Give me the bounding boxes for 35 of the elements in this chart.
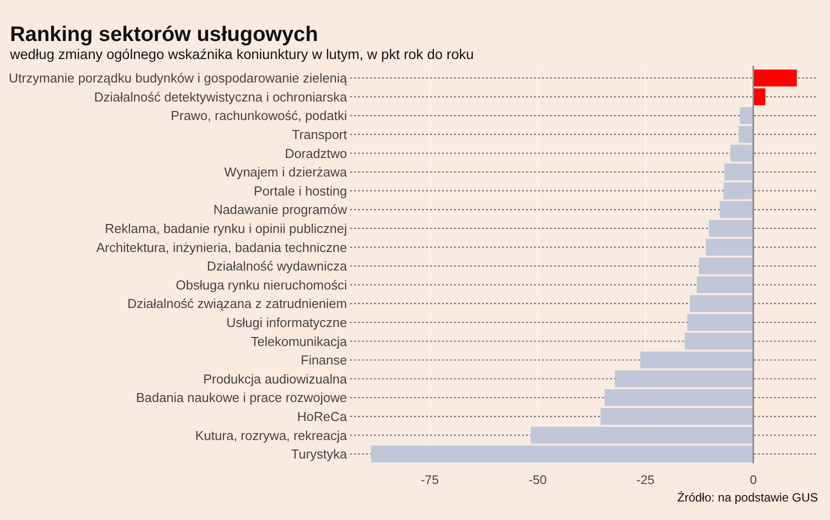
chart-subtitle: według zmiany ogólnego wskaźnika koniunktury w lutym, w pkt rok do roku (9, 46, 474, 62)
y-tick-label: Transport (292, 126, 348, 142)
y-tick-label: Badania naukowe i prace rozwojowe (136, 390, 347, 406)
y-tick-label: Prawo, rachunkowość, podatki (170, 108, 348, 124)
y-tick-label: HoReCa (297, 408, 348, 424)
bar (371, 446, 754, 462)
x-tick-label: -75 (420, 472, 439, 487)
y-tick-label: Turystyka (291, 446, 348, 462)
bar (753, 70, 797, 86)
y-tick-label: Działalność detektywistyczna i ochroniarska (94, 89, 348, 104)
text: Ranking sektorów usługowych (10, 23, 318, 46)
y-tick-label: Utrzymanie porządku budynków i gospodarowanie zielenią (8, 70, 348, 86)
y-tick-label: Nadawanie programów (213, 202, 348, 218)
text: Źródło: na podstawie GUS (677, 490, 818, 505)
y-tick-label: Usługi informatyczne (226, 314, 347, 330)
y-tick-label: Reklama, badanie rynku i opinii publicznej (104, 220, 348, 236)
y-tick-label: Kutura, rozrywa, rekreacja (195, 428, 348, 443)
x-tick-label: -50 (528, 472, 547, 487)
bar (698, 258, 754, 274)
bar (724, 164, 754, 180)
y-tick-label: Działalność wydawnicza (206, 258, 348, 274)
bar (753, 88, 766, 106)
bar (740, 107, 754, 124)
y-tick-label: Produkcja audiowizualna (203, 371, 348, 386)
y-tick-label: Telekomunikacja (250, 334, 348, 349)
bar (640, 352, 754, 368)
x-tick-label: 0 (750, 472, 757, 487)
y-tick-label: Działalność związana z zatrudnieniem (127, 296, 347, 312)
y-tick-label: Architektura, inżynieria, badania techniczne (96, 240, 347, 255)
x-tick-label: -25 (636, 472, 655, 487)
y-tick-label: Doradztwo (284, 146, 347, 161)
y-tick-label: Obsługa rynku nieruchomości (176, 277, 348, 292)
y-tick-label: Finanse (300, 352, 347, 368)
y-tick-label: Portale i hosting (254, 183, 347, 198)
y-tick-label: Wynajem i dzierżawa (224, 164, 348, 180)
